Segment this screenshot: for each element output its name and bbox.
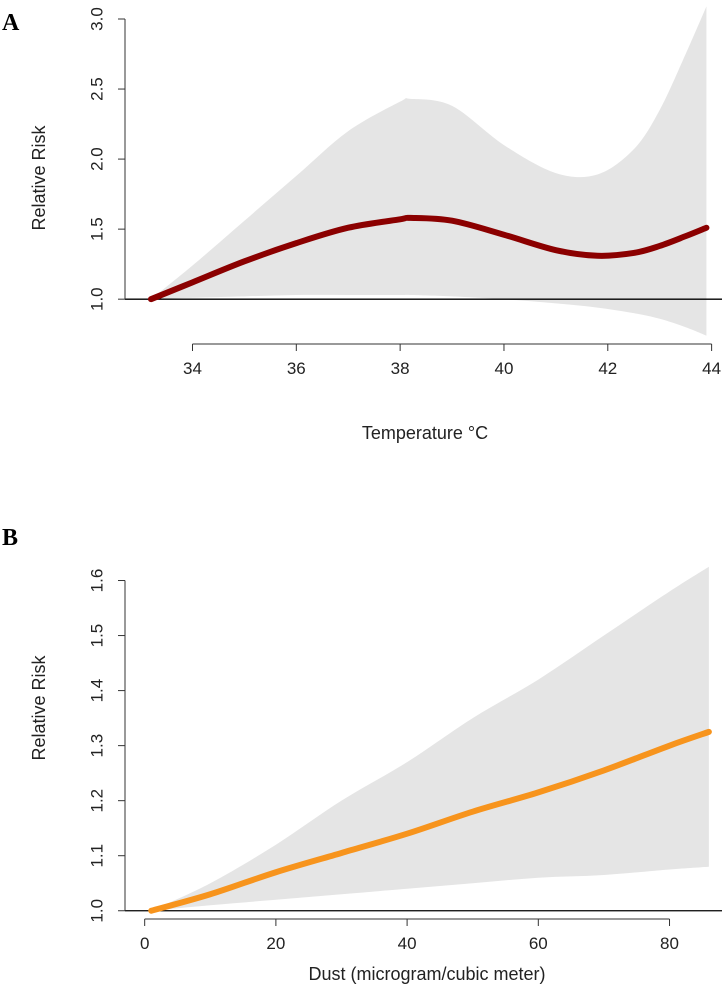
panel-a-y-tick-label: 1.0: [87, 287, 106, 311]
panel-a-y-axis-title: Relative Risk: [29, 124, 49, 230]
panel-b-y-tick-label: 1.6: [87, 569, 106, 593]
panel-b-y-tick-label: 1.2: [87, 789, 106, 813]
panel-b-y-tick-label: 1.5: [87, 624, 106, 648]
panel-b-y-tick-label: 1.0: [87, 899, 106, 923]
panel-b-y-tick-label: 1.4: [87, 679, 106, 703]
panel-a-axes: 1.0 1.5 2.0 2.5 3.0 34 36 38 40 42 44: [87, 7, 721, 378]
panel-b-ci-band-layer: [151, 566, 709, 911]
panel-b-y-axis-title: Relative Risk: [29, 654, 49, 760]
panel-a-ci-band: [150, 6, 707, 336]
panel-b-x-tick-label: 20: [266, 934, 285, 953]
panel-b-axes: 1.0 1.1 1.2 1.3 1.4 1.5 1.6 0 20 40 60 80: [87, 569, 678, 953]
panel-b-x-tick-label: 0: [140, 934, 149, 953]
panel-b-y-tick-label: 1.3: [87, 734, 106, 758]
panel-b-series-line: [148, 728, 712, 914]
panel-a-x-tick-label: 42: [598, 359, 617, 378]
panel-b: B 1.0 1.1 1.2 1.3 1.4 1.5 1.6 0 20 40 60 80 Dust (m…: [2, 525, 722, 984]
panel-a-series-layer: [147, 214, 710, 303]
panel-a-y-tick-label: 1.5: [87, 217, 106, 241]
panel-a-x-tick-label: 44: [702, 359, 721, 378]
panel-a-y-tick-label: 3.0: [87, 7, 106, 31]
panel-b-ci-band: [151, 566, 709, 911]
panel-a-x-tick-label: 40: [495, 359, 514, 378]
panel-a-x-tick-label: 38: [391, 359, 410, 378]
panel-b-y-tick-label: 1.1: [87, 844, 106, 868]
panel-a-y-tick-label: 2.5: [87, 77, 106, 101]
panel-a-x-tick-label: 34: [183, 359, 202, 378]
panel-b-x-axis-title: Dust (microgram/cubic meter): [308, 964, 545, 984]
panel-a-x-tick-label: 36: [287, 359, 306, 378]
panel-b-label: B: [2, 525, 18, 551]
panel-a-series-line: [147, 214, 710, 303]
panel-a-x-axis-title: Temperature °C: [362, 423, 488, 443]
panel-b-x-tick-label: 40: [398, 934, 417, 953]
panel-a-y-tick-label: 2.0: [87, 147, 106, 171]
panel-a: A 1.0 1.5 2.0 2.5 3.0 34 36 38 40 42 44 Temperatur…: [2, 6, 722, 443]
panel-a-label: A: [2, 10, 20, 36]
panel-a-ci-band-layer: [150, 6, 707, 336]
panel-b-x-tick-label: 60: [529, 934, 548, 953]
panel-b-series-layer: [148, 728, 712, 914]
panel-b-x-tick-label: 80: [660, 934, 679, 953]
